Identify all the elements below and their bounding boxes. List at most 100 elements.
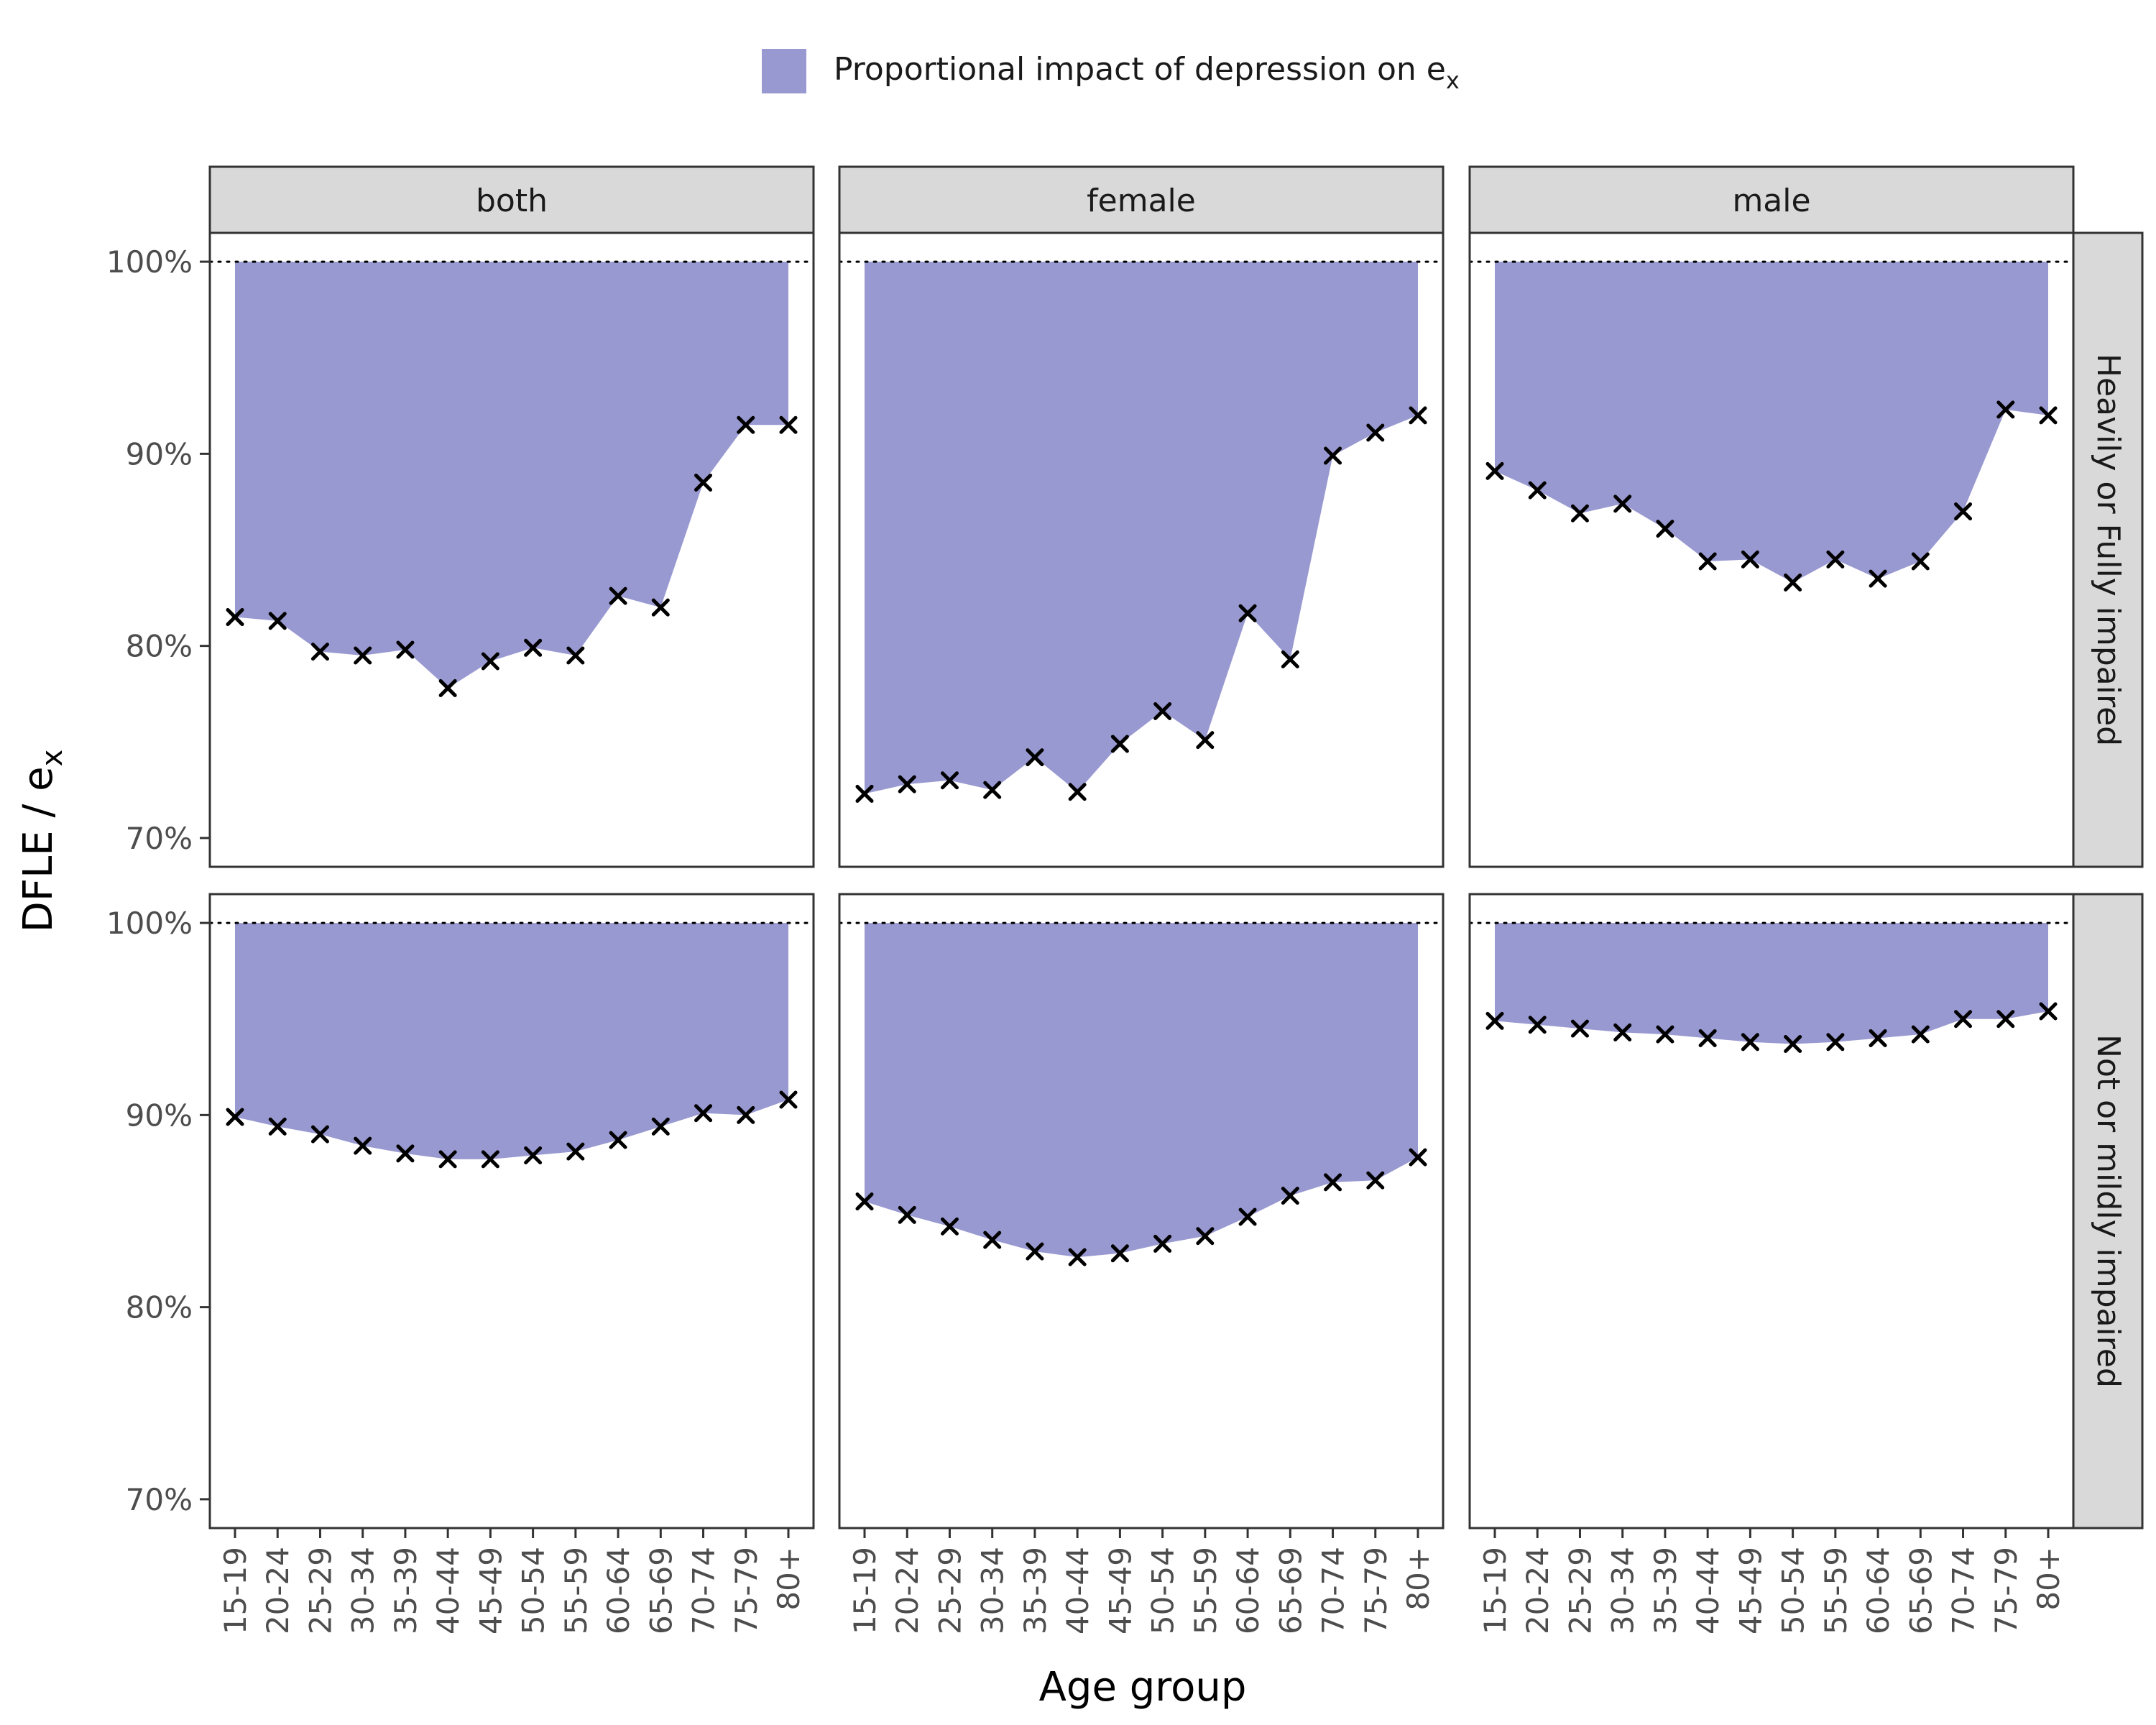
y-tick-label: 90% [126, 436, 193, 472]
x-tick-label: 80+ [2031, 1547, 2066, 1611]
x-tick-label: 40-44 [430, 1547, 466, 1634]
row-strip-label-0: Heavily or Fully impaired [2090, 354, 2127, 746]
data-point [1238, 1208, 1257, 1226]
x-tick-label: 75-79 [1989, 1547, 2024, 1634]
data-point [1613, 494, 1632, 513]
data-point [1528, 1016, 1547, 1034]
x-tick-label: 15-19 [218, 1547, 253, 1634]
data-point [1110, 1244, 1129, 1263]
data-point [1324, 446, 1342, 465]
x-tick-label: 20-24 [890, 1547, 925, 1634]
data-point [1911, 1025, 1930, 1044]
data-point [1656, 1025, 1674, 1044]
x-tick-label: 50-54 [516, 1547, 551, 1634]
panels: both female male Heavily or Fully impaired N… [106, 165, 2144, 1634]
y-tick-label: 70% [126, 821, 193, 856]
data-point [1153, 702, 1172, 721]
data-point [1409, 1148, 1427, 1167]
legend-label: Proportional impact of depression on ex [834, 51, 1460, 94]
data-point [1238, 604, 1257, 622]
x-tick-label: 70-74 [1946, 1547, 1981, 1634]
x-tick-label: 80+ [771, 1547, 806, 1611]
panel-female-1 [838, 893, 1445, 1530]
x-tick-label: 45-49 [1733, 1547, 1768, 1634]
data-point [310, 643, 329, 661]
row-strip-1 [2072, 893, 2144, 1530]
x-tick-label: 55-59 [1188, 1547, 1223, 1634]
data-point [226, 1108, 244, 1126]
x-tick-label: 35-39 [1648, 1547, 1683, 1634]
legend: Proportional impact of depression on ex [762, 49, 1460, 94]
x-tick-label: 30-34 [975, 1547, 1010, 1634]
x-tick-label: 60-64 [1230, 1547, 1266, 1634]
x-axis-title: Age group [1039, 1664, 1247, 1711]
data-point [1366, 423, 1385, 442]
data-point [940, 771, 959, 790]
y-tick-label: 90% [126, 1098, 193, 1133]
data-point [1026, 1242, 1044, 1261]
data-point [779, 415, 798, 434]
data-point [1026, 748, 1044, 767]
data-point [855, 784, 874, 803]
data-point [940, 1217, 959, 1236]
panel-border [208, 231, 815, 868]
data-point [1485, 461, 1504, 480]
data-point [1409, 406, 1427, 425]
x-tick-label: 65-69 [1903, 1547, 1938, 1634]
data-point [737, 415, 755, 434]
x-tick-label: 55-59 [1818, 1547, 1853, 1634]
x-tick-label: 20-24 [260, 1547, 295, 1634]
data-point [983, 1230, 1002, 1249]
data-point [566, 646, 585, 665]
data-point [1698, 1029, 1717, 1047]
data-point [1741, 550, 1759, 569]
data-point [1324, 1173, 1342, 1192]
impact-area [235, 923, 788, 1159]
data-point [694, 1104, 713, 1123]
data-point [1570, 1019, 1589, 1038]
y-tick-label: 100% [106, 244, 193, 280]
y-tick-label: 80% [126, 629, 193, 664]
data-point [1996, 400, 2015, 419]
data-point [609, 586, 627, 605]
data-point [1741, 1033, 1759, 1052]
impact-area [865, 262, 1418, 794]
data-point [1613, 1023, 1632, 1041]
x-tick-label: 50-54 [1776, 1547, 1811, 1634]
x-tick-label: 75-79 [1358, 1547, 1393, 1634]
data-point [1196, 1227, 1215, 1246]
y-axis-title: DFLE / ex [15, 750, 69, 933]
data-point [855, 1192, 874, 1211]
y-tick-label: 80% [126, 1290, 193, 1325]
impact-area [865, 923, 1418, 1258]
strip-male [1468, 165, 2075, 234]
data-point [1366, 1171, 1385, 1190]
x-tick-label: 40-44 [1690, 1547, 1726, 1634]
panel-border [208, 893, 815, 1530]
data-point [1698, 552, 1717, 571]
strip-label-both: both [476, 183, 548, 219]
data-point [354, 1136, 372, 1155]
data-point [1656, 520, 1674, 538]
data-point [983, 781, 1002, 799]
data-point [1826, 1033, 1845, 1052]
data-point [524, 1146, 543, 1164]
data-point [1528, 481, 1547, 500]
x-tick-label: 45-49 [473, 1547, 508, 1634]
y-tick-label: 70% [126, 1482, 193, 1517]
data-point [481, 652, 499, 671]
panel-male-1 [1468, 893, 2075, 1530]
data-point [1281, 650, 1299, 668]
x-tick-label: 45-49 [1102, 1547, 1138, 1634]
data-point [609, 1131, 627, 1149]
data-point [1068, 1248, 1087, 1266]
data-point [898, 1205, 916, 1224]
legend-key [762, 49, 806, 93]
x-tick-label: 40-44 [1060, 1547, 1095, 1634]
data-point [1869, 569, 1887, 588]
x-tick-label: 65-69 [1273, 1547, 1308, 1634]
x-tick-label: 60-64 [601, 1547, 636, 1634]
strip-female [838, 165, 1445, 234]
x-tick-label: 30-34 [1606, 1547, 1641, 1634]
